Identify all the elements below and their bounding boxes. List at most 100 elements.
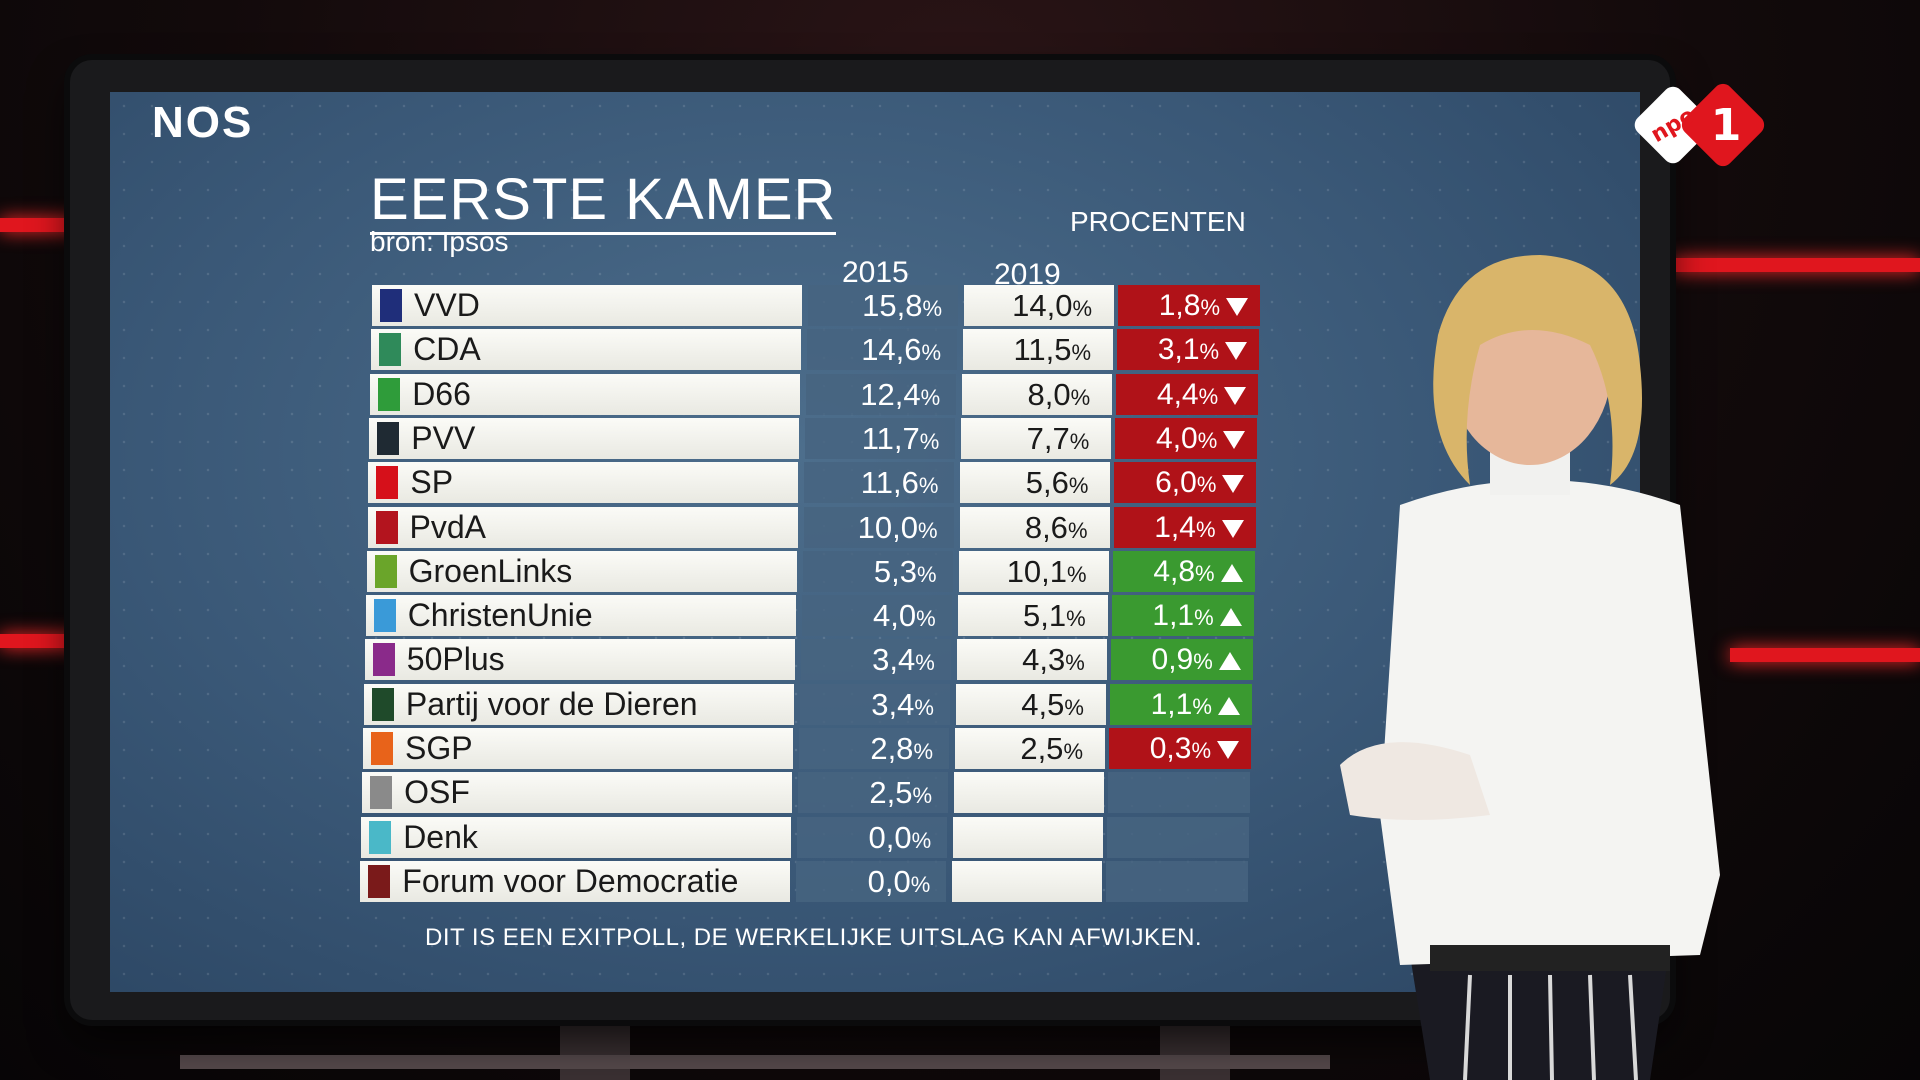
party-name: CDA	[413, 331, 481, 368]
value-2019: 4,5%	[955, 683, 1106, 725]
party-color-swatch	[377, 421, 400, 455]
party-name: OSF	[404, 774, 470, 811]
arrow-up-icon	[1220, 563, 1243, 582]
value-2015-value: 12,4	[860, 376, 921, 412]
party-color-swatch	[370, 776, 393, 810]
party-name: ChristenUnie	[407, 597, 593, 634]
party-color-swatch	[376, 466, 399, 500]
graphic-source: bron: Ipsos	[370, 226, 509, 257]
change-value: 1,4	[1154, 510, 1196, 544]
change-value: 6,0	[1155, 466, 1197, 500]
graphic-title: EERSTE KAMER	[370, 168, 837, 235]
party-cell: Denk	[361, 816, 792, 858]
value-2015-value: 4,0	[873, 598, 917, 634]
change-value: 4,0	[1156, 421, 1198, 455]
table-row: D66 12,4% 8,0% 4,4%	[370, 373, 1270, 415]
party-cell: VVD	[372, 285, 802, 326]
party-color-swatch	[371, 732, 393, 765]
party-cell: 50Plus	[364, 639, 795, 681]
column-header-2015: 2015	[842, 256, 909, 289]
percent-sign: %	[911, 827, 932, 853]
change-cell: 3,1%	[1117, 329, 1260, 371]
npo-logo-number: 1	[1711, 100, 1742, 151]
percent-sign: %	[1071, 340, 1092, 366]
party-name: VVD	[414, 287, 480, 323]
value-2019-value: 5,1	[1023, 598, 1067, 634]
studio-rail	[180, 1055, 1330, 1069]
monitor-stand-left	[560, 1015, 630, 1080]
table-row: CDA 14,6% 11,5% 3,1%	[371, 329, 1271, 371]
value-2015-value: 0,0	[867, 863, 911, 899]
arrow-up-icon	[1217, 696, 1240, 715]
party-cell: ChristenUnie	[365, 595, 796, 637]
percent-sign: %	[1198, 383, 1219, 409]
value-2019	[952, 860, 1103, 902]
value-2019: 7,7%	[961, 417, 1112, 459]
value-2019: 10,1%	[958, 550, 1109, 592]
percent-sign: %	[1200, 295, 1220, 320]
party-cell: CDA	[371, 329, 802, 371]
value-2015: 12,4%	[806, 373, 957, 415]
table-row: OSF 2,5%	[362, 772, 1262, 814]
nos-logo-text: NOS	[152, 98, 254, 147]
change-value: 1,8	[1158, 289, 1201, 322]
value-2015: 3,4%	[799, 683, 950, 725]
party-name: 50Plus	[406, 641, 505, 678]
change-cell	[1106, 860, 1249, 902]
change-value: 4,8	[1153, 554, 1196, 588]
percent-sign: %	[1193, 649, 1213, 675]
percent-sign: %	[917, 517, 938, 543]
party-color-swatch	[375, 510, 398, 544]
party-cell: SGP	[363, 728, 793, 769]
percent-sign: %	[1068, 473, 1089, 499]
party-cell: Forum voor Democratie	[360, 860, 791, 902]
table-row: ChristenUnie 4,0% 5,1% 1,1%	[365, 595, 1266, 637]
change-cell: 1,8%	[1118, 285, 1260, 326]
percent-sign: %	[1064, 694, 1084, 720]
percent-sign: %	[1067, 561, 1087, 587]
value-2015: 14,6%	[807, 329, 958, 371]
change-cell: 4,4%	[1116, 373, 1259, 415]
graphic-units: PROCENTEN	[1070, 206, 1246, 237]
party-color-swatch	[380, 289, 402, 322]
percent-sign: %	[912, 783, 933, 809]
percent-sign: %	[918, 473, 939, 499]
value-2015-value: 10,0	[857, 509, 918, 545]
party-cell: OSF	[362, 772, 793, 814]
table-row: Denk 0,0%	[361, 816, 1261, 858]
value-2019: 11,5%	[963, 329, 1114, 371]
table-row: SGP 2,8% 2,5% 0,3%	[363, 728, 1263, 769]
party-color-swatch	[378, 377, 401, 411]
arrow-down-icon	[1223, 430, 1246, 449]
party-name: PvdA	[409, 508, 486, 545]
value-2019: 5,1%	[957, 595, 1108, 637]
party-name: GroenLinks	[408, 552, 573, 589]
value-2019-value: 14,0	[1012, 288, 1073, 323]
value-2015: 4,0%	[801, 595, 952, 637]
change-cell: 1,4%	[1113, 506, 1256, 548]
value-2019: 8,0%	[962, 373, 1113, 415]
percent-sign: %	[922, 296, 942, 321]
value-2015-value: 0,0	[868, 819, 912, 855]
change-cell	[1108, 772, 1251, 814]
exitpoll-disclaimer: DIT IS EEN EXITPOLL, DE WERKELIJKE UITSL…	[425, 924, 1203, 951]
party-color-swatch	[369, 820, 392, 854]
percent-sign: %	[1072, 296, 1092, 321]
change-cell: 0,3%	[1109, 728, 1251, 769]
arrow-down-icon	[1217, 741, 1239, 760]
percent-sign: %	[1070, 384, 1091, 410]
change-value: 3,1	[1157, 333, 1200, 367]
percent-sign: %	[1192, 693, 1212, 719]
party-name: Forum voor Democratie	[402, 862, 739, 899]
value-2019-value: 5,6	[1025, 465, 1069, 501]
table-row: SP 11,6% 5,6% 6,0%	[368, 462, 1268, 504]
party-color-swatch	[379, 333, 402, 367]
value-2019-value: 4,3	[1022, 642, 1066, 678]
table-row: VVD 15,8% 14,0% 1,8%	[372, 285, 1272, 326]
percent-sign: %	[1195, 516, 1216, 542]
value-2015: 3,4%	[800, 639, 951, 681]
party-cell: PVV	[369, 417, 800, 459]
table-row: Forum voor Democratie 0,0%	[360, 860, 1260, 902]
party-name: Denk	[403, 818, 478, 855]
party-cell: Partij voor de Dieren	[363, 683, 794, 725]
